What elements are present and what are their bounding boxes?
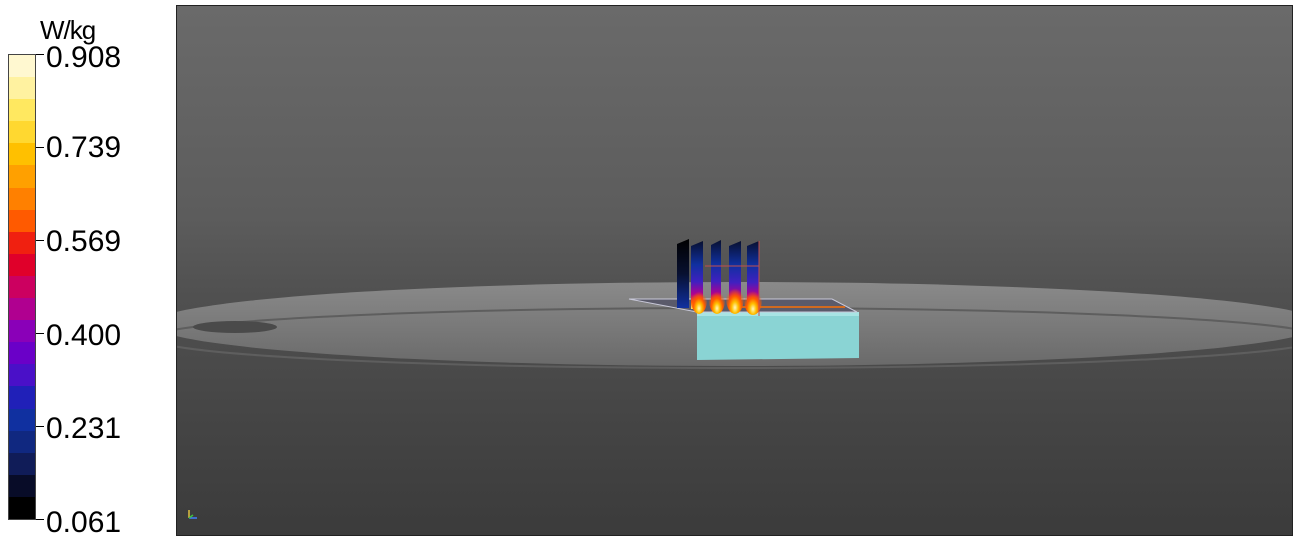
legend-swatch-2 xyxy=(9,99,35,122)
legend-tick-label-1: 0.739 xyxy=(46,131,122,164)
legend-tick-mark-4 xyxy=(36,426,44,427)
legend-tick-mark-1 xyxy=(36,147,44,148)
legend-swatch-14 xyxy=(9,364,35,387)
legend-swatch-9 xyxy=(9,253,35,276)
legend-swatch-17 xyxy=(9,430,35,453)
legend-swatch-6 xyxy=(9,187,35,210)
legend-color-bar xyxy=(8,54,36,520)
phantom-box-side xyxy=(697,312,859,316)
sar-hotspot-2 xyxy=(709,286,725,314)
legend-swatch-7 xyxy=(9,209,35,232)
legend-swatch-18 xyxy=(9,452,35,475)
legend-swatch-11 xyxy=(9,298,35,321)
legend-swatch-13 xyxy=(9,342,35,365)
legend-swatch-15 xyxy=(9,386,35,409)
legend-tick-label-5: 0.061 xyxy=(46,506,122,539)
disc-hole xyxy=(193,321,277,333)
legend-swatch-0 xyxy=(9,55,35,78)
legend-swatch-12 xyxy=(9,320,35,343)
legend-swatch-20 xyxy=(9,496,35,519)
sar-slice-1 xyxy=(677,239,689,308)
legend-tick-label-2: 0.569 xyxy=(46,225,122,258)
sar-hotspot-1 xyxy=(691,286,707,314)
sar-hotspot-3 xyxy=(726,282,744,314)
phantom-box-front xyxy=(697,312,859,360)
3d-scene xyxy=(177,239,1292,519)
legend-tick-mark-2 xyxy=(36,240,44,241)
color-legend: W/kg 0.908 0.739 0.569 0.400 0.231 0.061 xyxy=(0,0,176,538)
legend-swatch-3 xyxy=(9,121,35,144)
legend-tick-label-0: 0.908 xyxy=(46,41,122,74)
legend-tick-mark-5 xyxy=(36,519,44,520)
axis-triad-icon xyxy=(188,510,197,519)
3d-viewport[interactable] xyxy=(176,5,1293,536)
sar-hotspot-4 xyxy=(744,285,762,315)
legend-tick-mark-3 xyxy=(36,333,44,334)
legend-swatch-5 xyxy=(9,165,35,188)
legend-swatch-1 xyxy=(9,77,35,100)
legend-swatch-10 xyxy=(9,275,35,299)
legend-swatch-8 xyxy=(9,231,35,254)
legend-unit-label: W/kg xyxy=(40,15,96,45)
legend-tick-mark-0 xyxy=(36,54,44,55)
legend-swatch-19 xyxy=(9,474,35,497)
legend-swatch-16 xyxy=(9,408,35,431)
legend-tick-label-4: 0.231 xyxy=(46,412,122,445)
legend-tick-label-3: 0.400 xyxy=(46,319,122,352)
legend-swatch-4 xyxy=(9,143,35,166)
